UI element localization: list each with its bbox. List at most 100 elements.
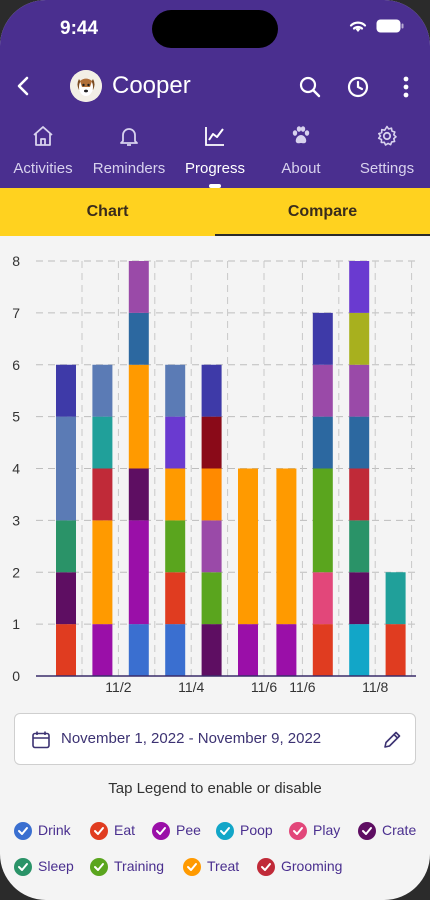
check-icon	[90, 858, 108, 876]
bar-segment	[385, 572, 406, 625]
history-clock-icon[interactable]	[345, 74, 371, 100]
bar-segment	[128, 312, 149, 365]
legend-label: Training	[114, 858, 165, 874]
x-tick-label: 11/6	[251, 679, 277, 695]
bar-segment	[312, 364, 333, 417]
bar-segment	[238, 624, 258, 676]
search-icon[interactable]	[297, 74, 323, 100]
bar-segment	[312, 416, 333, 469]
bar-segment	[349, 364, 370, 417]
bar-segment	[349, 624, 370, 676]
x-tick-label: 11/2	[105, 679, 131, 695]
bar-segment	[128, 364, 149, 469]
bar-segment	[201, 468, 222, 521]
legend-label: Eat	[114, 822, 136, 838]
bar-segment	[56, 624, 76, 676]
status-time: 9:44	[60, 18, 99, 39]
app-bar: Cooper	[0, 62, 430, 112]
bar-segment	[56, 364, 76, 417]
tab-label: Reminders	[92, 160, 166, 177]
check-icon	[14, 822, 32, 840]
bar-segment	[92, 468, 113, 521]
bar-segment	[128, 261, 149, 313]
bar-segment	[201, 416, 222, 469]
status-icons	[348, 18, 404, 39]
legend-label: Grooming	[281, 858, 343, 874]
check-icon	[90, 822, 108, 840]
tab-about[interactable]: About	[258, 122, 344, 188]
bar-segment	[165, 364, 186, 417]
bar-segment	[92, 520, 113, 625]
bar-segment	[349, 572, 370, 625]
y-tick-label: 7	[12, 305, 20, 321]
tab-label: Activities	[13, 160, 73, 177]
bar-segment	[56, 520, 76, 573]
check-icon	[152, 822, 170, 840]
legend-label: Drink	[38, 822, 71, 838]
tab-progress[interactable]: Progress	[172, 122, 258, 188]
bar-segment	[276, 624, 297, 676]
tab-settings[interactable]: Settings	[344, 122, 430, 188]
legend-label: Crate	[382, 822, 417, 838]
legend-label: Pee	[176, 822, 201, 838]
bar-segment	[128, 520, 149, 625]
chart-icon	[205, 127, 224, 146]
y-tick-label: 3	[12, 512, 20, 528]
bar-segment	[349, 261, 370, 313]
bar-segment	[349, 416, 370, 469]
bar-segment	[92, 624, 113, 676]
y-tick-label: 4	[12, 461, 20, 477]
bar-segment	[165, 624, 186, 676]
bar-segment	[165, 416, 186, 469]
legend-label: Sleep	[38, 858, 74, 874]
date-range-field[interactable]: November 1, 2022 - November 9, 2022	[14, 713, 416, 765]
check-icon	[183, 858, 201, 876]
bar-segment	[165, 520, 186, 573]
legend-label: Treat	[207, 858, 240, 874]
check-icon	[257, 858, 275, 876]
legend-row: Drink Eat Pee Poop Play Crate	[0, 820, 430, 844]
legend-row: Sleep Training Treat Grooming	[0, 856, 430, 880]
tab-reminders[interactable]: Reminders	[86, 122, 172, 188]
wifi-icon	[348, 18, 368, 39]
gear-icon	[377, 125, 397, 146]
bar-segment	[128, 468, 149, 521]
bar-segment	[312, 468, 333, 573]
check-icon	[289, 822, 307, 840]
y-tick-label: 5	[12, 409, 20, 425]
x-tick-label: 11/4	[178, 679, 204, 695]
tab-label: About	[281, 160, 321, 177]
legend-hint: Tap Legend to enable or disable	[108, 780, 322, 797]
legend-label: Play	[313, 822, 341, 838]
back-arrow-icon[interactable]	[10, 72, 38, 100]
tab-bar: Activities Reminders Progress About Sett…	[0, 122, 430, 188]
more-vertical-icon[interactable]	[393, 74, 419, 100]
bar-segment	[312, 624, 333, 676]
tab-activities[interactable]: Activities	[0, 122, 86, 188]
tab-label: Settings	[359, 160, 415, 177]
x-tick-label: 11/8	[362, 679, 388, 695]
edit-pencil-icon[interactable]	[381, 729, 403, 756]
tab-label: Progress	[184, 160, 246, 177]
bell-icon	[120, 128, 138, 146]
segment-compare[interactable]: Compare	[215, 188, 430, 236]
segment-control: Chart Compare	[0, 188, 430, 236]
bar-segment	[349, 520, 370, 573]
bar-segment	[201, 520, 222, 573]
bar-segment	[312, 312, 333, 365]
bar-segment	[312, 572, 333, 625]
segment-chart[interactable]: Chart	[86, 203, 129, 220]
avatar	[70, 70, 102, 102]
check-icon	[14, 858, 32, 876]
bar-segment	[92, 364, 113, 417]
battery-icon	[376, 19, 404, 38]
y-tick-label: 1	[12, 616, 20, 632]
check-icon	[216, 822, 234, 840]
legend-label: Poop	[240, 822, 273, 838]
y-tick-label: 0	[12, 668, 20, 684]
paw-icon	[292, 126, 310, 144]
chart-canvas: 0 1 2 3 4 5 6 7 8 11/2 11/4 11/6 11/6 11/8	[12, 253, 416, 695]
bar-segment	[276, 468, 297, 625]
bar-segment	[92, 416, 113, 469]
